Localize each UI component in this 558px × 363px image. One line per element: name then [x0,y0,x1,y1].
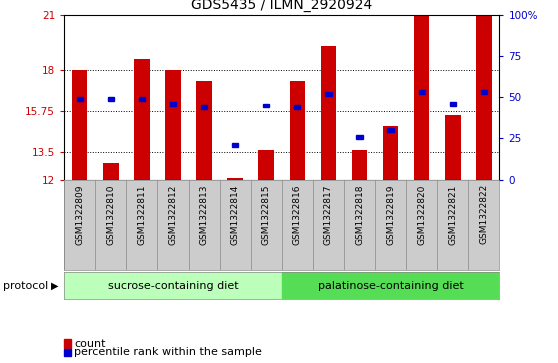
Bar [232,143,238,147]
Bar [196,81,212,180]
Bar [414,15,430,180]
Text: sucrose-containing diet: sucrose-containing diet [108,281,238,291]
Text: GSM1322810: GSM1322810 [107,184,116,245]
Bar [165,70,181,180]
Bar [357,135,363,139]
Bar [352,150,367,180]
Text: count: count [74,339,105,349]
Text: GSM1322817: GSM1322817 [324,184,333,245]
Bar [476,15,492,180]
Text: percentile rank within the sample: percentile rank within the sample [74,347,262,357]
Text: GSM1322820: GSM1322820 [417,184,426,245]
Text: GSM1322821: GSM1322821 [448,184,457,245]
Text: GSM1322816: GSM1322816 [293,184,302,245]
Bar [294,105,300,109]
Text: GSM1322818: GSM1322818 [355,184,364,245]
Bar [481,90,487,94]
Bar [325,92,331,95]
Bar [282,272,499,299]
Bar [201,105,207,109]
Title: GDS5435 / ILMN_2920924: GDS5435 / ILMN_2920924 [191,0,372,12]
Text: GSM1322822: GSM1322822 [479,184,488,244]
Text: GSM1322815: GSM1322815 [262,184,271,245]
Bar [228,178,243,180]
Bar [72,70,88,180]
Bar [76,97,83,101]
Bar [64,272,282,299]
Bar [134,58,150,180]
Bar [445,115,460,180]
Text: GSM1322812: GSM1322812 [169,184,177,245]
Text: GSM1322813: GSM1322813 [200,184,209,245]
Bar [290,81,305,180]
Bar [450,102,456,106]
Text: GSM1322819: GSM1322819 [386,184,395,245]
Bar [321,46,336,180]
Bar [139,97,145,101]
Bar [108,97,114,101]
Text: protocol: protocol [3,281,48,291]
Text: GSM1322814: GSM1322814 [230,184,239,245]
Bar [258,150,274,180]
Text: ▶: ▶ [51,281,59,291]
Bar [103,163,119,180]
Text: GSM1322809: GSM1322809 [75,184,84,245]
Bar [170,102,176,106]
Bar [418,90,425,94]
Bar [387,128,394,132]
Text: palatinose-containing diet: palatinose-containing diet [318,281,464,291]
Text: GSM1322811: GSM1322811 [137,184,146,245]
Bar [383,126,398,180]
Bar [263,103,270,107]
